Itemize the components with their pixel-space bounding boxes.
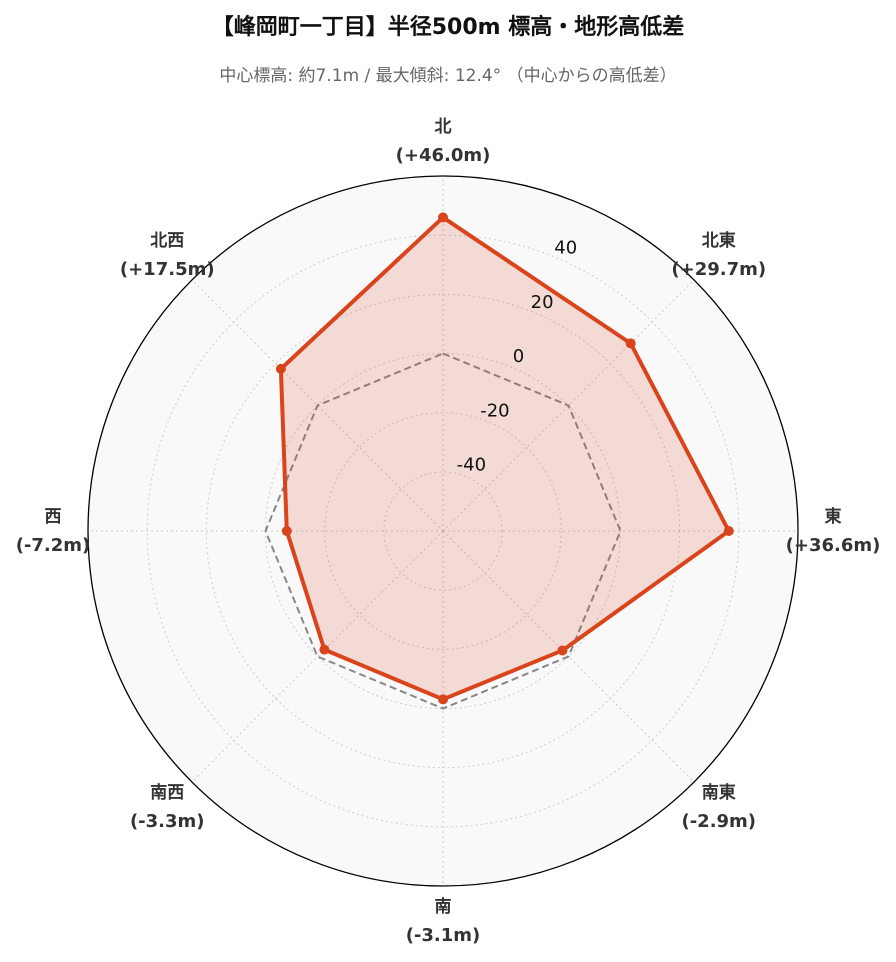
value-label: (-3.3m) [130, 811, 205, 832]
category-label: 西 [45, 507, 62, 527]
data-point [275, 363, 286, 374]
spoke [191, 530, 444, 783]
r-tick-label: 0 [513, 346, 524, 367]
r-tick-label: -40 [457, 455, 486, 476]
chart-subtitle: 中心標高: 約7.1m / 最大傾斜: 12.4° （中心からの高低差） [219, 66, 676, 86]
spoke [442, 530, 695, 783]
value-label: (+36.6m) [786, 535, 881, 556]
data-point [557, 645, 568, 656]
r-tick-label: -20 [480, 400, 509, 421]
value-label: (-3.1m) [406, 925, 481, 946]
r-tick-label: 20 [531, 292, 554, 313]
category-label: 北西 [150, 231, 184, 251]
value-label: (+17.5m) [120, 259, 215, 280]
spoke [191, 279, 444, 532]
r-tick-label: 40 [554, 238, 577, 259]
category-label: 北 [435, 117, 452, 137]
category-label: 北東 [702, 230, 736, 251]
value-label: (-2.9m) [681, 811, 756, 832]
spoke [442, 279, 695, 532]
data-point [625, 338, 636, 349]
value-label: (+29.7m) [671, 259, 766, 280]
category-label: 南東 [702, 782, 736, 803]
category-label: 南 [435, 896, 452, 917]
value-label: (+46.0m) [396, 145, 491, 166]
reference-line [264, 352, 622, 710]
data-point [319, 644, 330, 655]
category-label: 南西 [150, 782, 184, 803]
chart-title: 【峰岡町一丁目】半径500m 標高・地形高低差 [212, 14, 685, 40]
data-point [438, 694, 448, 705]
data-point [723, 526, 734, 536]
data-point [281, 526, 292, 536]
grid-circle [324, 412, 562, 650]
value-label: (-7.2m) [16, 535, 91, 556]
category-label: 東 [825, 506, 842, 527]
data-point [438, 212, 448, 223]
grid-circle [383, 471, 503, 591]
